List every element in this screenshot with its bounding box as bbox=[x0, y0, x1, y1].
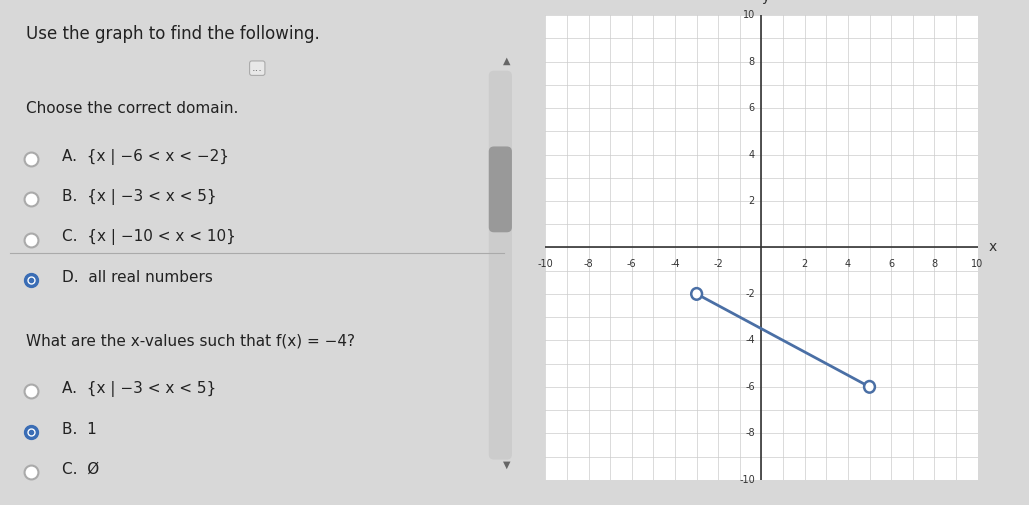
Text: C.  Ø: C. Ø bbox=[62, 462, 99, 477]
Text: -10: -10 bbox=[537, 259, 554, 269]
Text: B.  {x | −3 < x < 5}: B. {x | −3 < x < 5} bbox=[62, 189, 216, 205]
Text: Use the graph to find the following.: Use the graph to find the following. bbox=[26, 25, 319, 43]
Text: C.  {x | −10 < x < 10}: C. {x | −10 < x < 10} bbox=[62, 229, 236, 245]
Text: 10: 10 bbox=[743, 10, 755, 20]
Text: 4: 4 bbox=[845, 259, 851, 269]
Text: 8: 8 bbox=[931, 259, 937, 269]
FancyBboxPatch shape bbox=[489, 71, 512, 460]
Text: -8: -8 bbox=[583, 259, 594, 269]
Text: D.  all real numbers: D. all real numbers bbox=[62, 270, 213, 285]
Text: ▲: ▲ bbox=[503, 56, 510, 66]
Text: -2: -2 bbox=[713, 259, 723, 269]
Text: -4: -4 bbox=[745, 335, 755, 345]
Text: A.  {x | −6 < x < −2}: A. {x | −6 < x < −2} bbox=[62, 148, 228, 165]
Text: -10: -10 bbox=[739, 475, 755, 485]
Text: 6: 6 bbox=[888, 259, 894, 269]
Text: 8: 8 bbox=[749, 57, 755, 67]
Text: -6: -6 bbox=[627, 259, 637, 269]
Text: y: y bbox=[761, 0, 770, 4]
Text: A.  {x | −3 < x < 5}: A. {x | −3 < x < 5} bbox=[62, 381, 216, 397]
Text: 6: 6 bbox=[749, 103, 755, 113]
Text: What are the x-values such that f(x) = −4?: What are the x-values such that f(x) = −… bbox=[26, 333, 355, 348]
FancyBboxPatch shape bbox=[489, 146, 512, 232]
Circle shape bbox=[691, 288, 702, 299]
Text: 2: 2 bbox=[749, 196, 755, 206]
Text: -4: -4 bbox=[670, 259, 680, 269]
Text: -2: -2 bbox=[745, 289, 755, 299]
Text: ▼: ▼ bbox=[503, 460, 510, 470]
Text: B.  1: B. 1 bbox=[62, 422, 97, 437]
Text: -8: -8 bbox=[745, 428, 755, 438]
Text: Choose the correct domain.: Choose the correct domain. bbox=[26, 101, 238, 116]
Text: -6: -6 bbox=[745, 382, 755, 392]
Text: 2: 2 bbox=[802, 259, 808, 269]
Text: 10: 10 bbox=[971, 259, 984, 269]
Text: 4: 4 bbox=[749, 149, 755, 160]
Text: ...: ... bbox=[252, 63, 262, 73]
Text: x: x bbox=[988, 240, 997, 255]
Circle shape bbox=[864, 381, 875, 393]
